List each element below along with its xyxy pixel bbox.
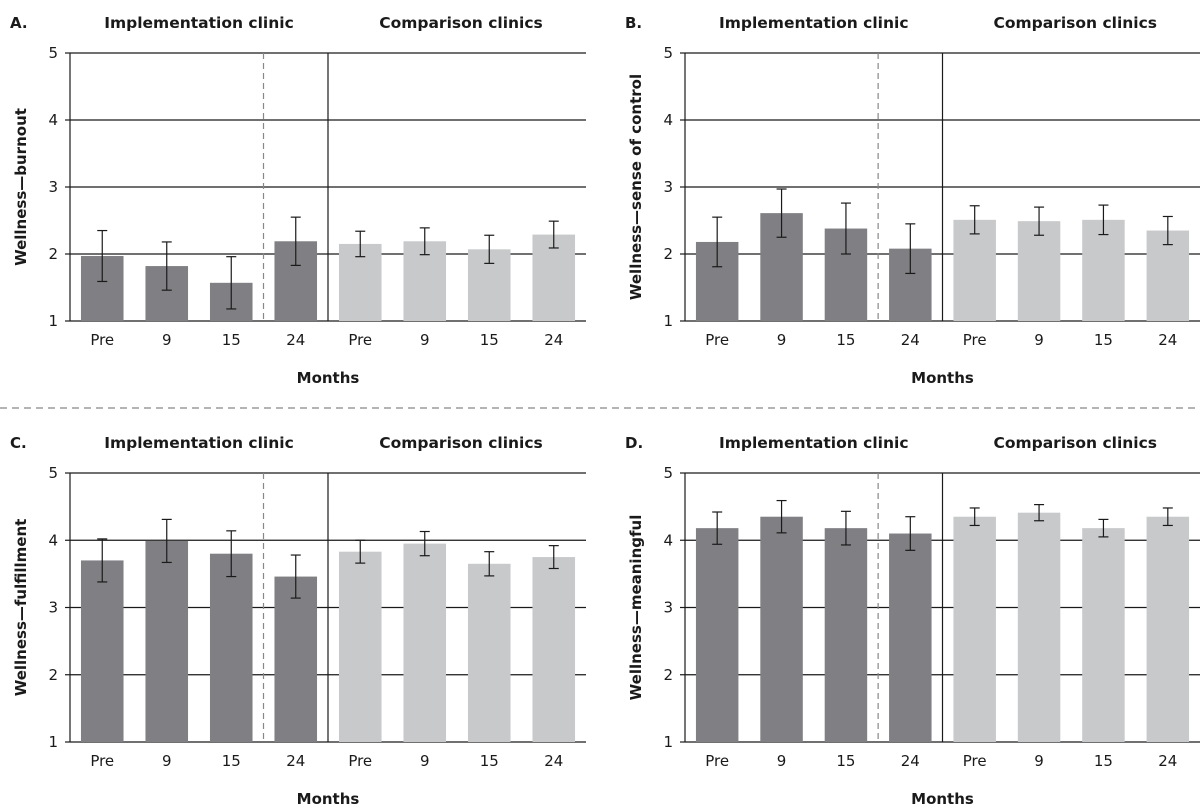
x-tick-label: 15 [222,752,241,770]
x-tick-label: 15 [222,331,241,349]
y-tick-label: 4 [663,531,673,549]
panel-letter: C. [10,434,27,452]
x-tick-label: Pre [90,331,114,349]
y-axis-label: Wellness—fulfillment [12,519,30,697]
bar-comparison-24 [532,557,576,742]
bar-implementation-15 [824,528,868,742]
x-tick-label: 9 [777,331,787,349]
y-tick-label: 3 [48,178,58,196]
panel-a: A. Implementation clinic Comparison clinic… [10,14,586,387]
bar-comparison-9 [1017,512,1061,742]
group-title-implementation: Implementation clinic [104,434,294,452]
x-axis-label: Months [911,790,974,805]
x-axis-label: Months [297,790,360,805]
y-tick-label: 2 [663,245,673,263]
x-tick-label: Pre [90,752,114,770]
group-title-comparison: Comparison clinics [993,14,1157,32]
x-tick-label: 9 [162,752,172,770]
bar-implementation-pre [695,528,739,742]
group-title-implementation: Implementation clinic [719,14,909,32]
y-tick-label: 5 [48,44,58,62]
x-tick-label: 24 [286,331,305,349]
x-tick-label: 24 [544,752,563,770]
x-tick-label: 24 [286,752,305,770]
x-tick-label: 9 [777,752,787,770]
x-tick-label: Pre [348,331,372,349]
x-tick-label: Pre [348,752,372,770]
x-tick-label: Pre [963,331,987,349]
x-tick-label: 9 [420,752,430,770]
x-tick-label: 15 [836,752,855,770]
y-tick-label: 2 [663,666,673,684]
y-tick-label: 5 [48,464,58,482]
group-title-implementation: Implementation clinic [719,434,909,452]
bar-implementation-24 [889,533,932,742]
group-title-comparison: Comparison clinics [993,434,1157,452]
bar-comparison-15 [1082,219,1125,321]
y-tick-label: 3 [48,599,58,617]
bar-comparison-24 [1146,516,1190,742]
panel-letter: D. [625,434,643,452]
x-tick-label: 9 [162,331,172,349]
panel-b: B. Implementation clinic Comparison clinic… [625,14,1200,387]
y-tick-label: 3 [663,178,673,196]
x-tick-label: Pre [705,752,729,770]
panel-c: C. Implementation clinic Comparison clinic… [10,434,586,805]
x-axis-label: Months [297,369,360,387]
x-tick-label: Pre [705,331,729,349]
bar-comparison-9 [1017,221,1061,321]
x-tick-label: 15 [1094,752,1113,770]
x-tick-label: 15 [836,331,855,349]
bar-comparison-24 [532,234,576,321]
group-title-implementation: Implementation clinic [104,14,294,32]
y-tick-label: 1 [48,312,58,330]
x-tick-label: 9 [1034,331,1044,349]
y-tick-label: 4 [48,531,58,549]
bar-implementation-9 [760,516,803,742]
y-tick-label: 4 [48,111,58,129]
y-axis-label: Wellness—burnout [12,108,30,266]
y-tick-label: 5 [663,44,673,62]
y-axis-label: Wellness—sense of control [627,74,645,300]
x-tick-label: 15 [1094,331,1113,349]
x-axis-label: Months [911,369,974,387]
y-tick-label: 1 [663,733,673,751]
y-tick-label: 2 [48,245,58,263]
y-axis-label: Wellness—meaningful [627,515,645,701]
bar-comparison-pre [953,516,996,742]
group-title-comparison: Comparison clinics [379,434,543,452]
bar-comparison-pre [953,219,996,321]
x-tick-label: 24 [901,752,920,770]
bar-comparison-15 [1082,528,1125,742]
y-tick-label: 2 [48,666,58,684]
x-tick-label: 9 [1034,752,1044,770]
bar-implementation-15 [209,553,253,742]
bar-implementation-9 [145,540,189,742]
y-tick-label: 4 [663,111,673,129]
group-title-comparison: Comparison clinics [379,14,543,32]
y-tick-label: 1 [48,733,58,751]
bar-comparison-24 [1146,230,1190,321]
x-tick-label: 24 [1158,331,1177,349]
bar-comparison-pre [338,551,382,742]
bar-comparison-9 [403,543,447,742]
panel-d: D. Implementation clinic Comparison clinic… [625,434,1200,805]
y-tick-label: 5 [663,464,673,482]
x-tick-label: 9 [420,331,430,349]
bar-comparison-15 [467,563,511,742]
x-tick-label: 15 [480,752,499,770]
x-tick-label: 24 [1158,752,1177,770]
bar-implementation-24 [274,576,318,742]
x-tick-label: Pre [963,752,987,770]
bar-implementation-pre [80,560,124,742]
panel-letter: A. [10,14,28,32]
x-tick-label: 24 [901,331,920,349]
panel-letter: B. [625,14,642,32]
y-tick-label: 3 [663,599,673,617]
x-tick-label: 15 [480,331,499,349]
y-tick-label: 1 [663,312,673,330]
x-tick-label: 24 [544,331,563,349]
